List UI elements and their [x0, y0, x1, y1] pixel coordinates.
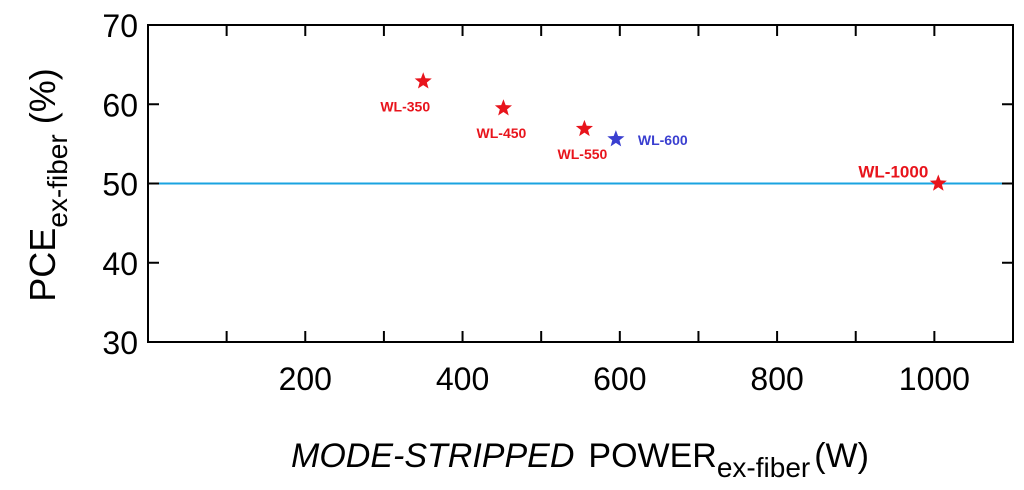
data-point-wl-1000 [929, 174, 947, 191]
y-tick-label: 30 [102, 325, 138, 361]
x-tick-label: 800 [750, 361, 803, 397]
x-tick-label: 200 [279, 361, 332, 397]
x-axis-title: MODE-STRIPPED POWERex-fiber (W) [291, 437, 869, 483]
data-label-layer: WL-350 WL-450 WL-550 WL-600 WL-1000 [380, 98, 928, 181]
data-label-wl-350: WL-350 [380, 98, 430, 114]
svg-text:PCEex-fiber(%): PCEex-fiber (%) [22, 68, 73, 301]
data-label-wl-450: WL-450 [477, 125, 527, 141]
x-axis-title-italic: MODE-STRIPPED [291, 437, 574, 475]
x-axis-title-unit: (W) [814, 437, 869, 475]
y-axis-title-main: PCE [22, 228, 63, 302]
data-point-wl-450 [494, 99, 512, 116]
x-tick-label: 1000 [899, 361, 970, 397]
data-label-wl-550: WL-550 [558, 146, 608, 162]
y-tick-label: 50 [102, 167, 138, 203]
plot-frame [147, 24, 1014, 343]
data-label-wl-1000: WL-1000 [858, 163, 928, 182]
y-axis-title-unit: (%) [22, 68, 63, 124]
y-tick-label: 70 [102, 8, 138, 44]
y-tick-label: 60 [102, 87, 138, 123]
y-axis-title: PCEex-fiber (%) [22, 68, 73, 301]
x-axis-title-main: POWER [588, 437, 716, 475]
x-axis-title-subscript: ex-fiber [717, 452, 810, 483]
data-point-wl-350 [414, 72, 432, 89]
y-tick-label: 40 [102, 246, 138, 282]
y-axis-title-subscript: ex-fiber [42, 134, 73, 227]
data-label-wl-600: WL-600 [638, 132, 688, 148]
data-point-layer [414, 72, 947, 191]
x-tick-label: 600 [593, 361, 646, 397]
data-point-wl-600 [607, 130, 625, 147]
data-point-wl-550 [575, 119, 593, 137]
x-tick-label: 400 [436, 361, 489, 397]
tick-label-layer: 200 400 600 800 1000 30 40 50 60 70 [102, 8, 970, 397]
